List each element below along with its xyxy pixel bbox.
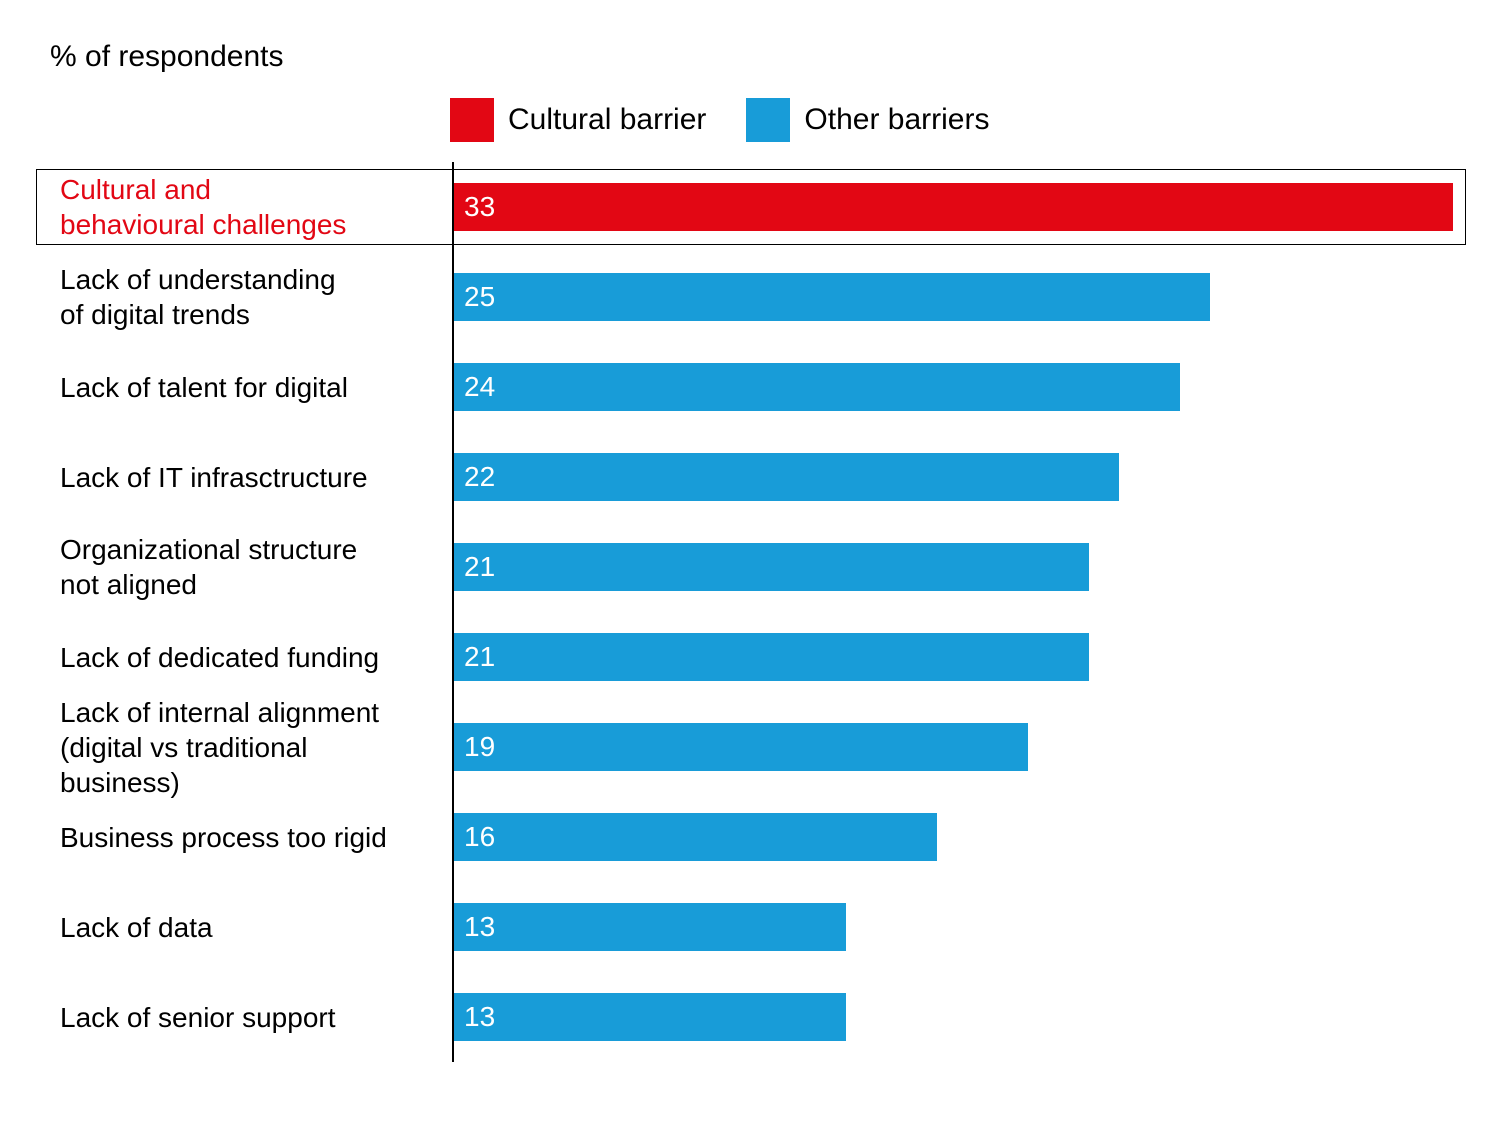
legend-swatch-other xyxy=(746,98,790,142)
bar-area: 13 xyxy=(452,972,1460,1062)
chart-row: Lack of senior support 13 xyxy=(50,972,1460,1062)
chart-row: Lack of understandingof digital trends 25 xyxy=(50,252,1460,342)
bar-value-label: 25 xyxy=(464,281,495,313)
bar-area: 13 xyxy=(452,882,1460,972)
bar: 16 xyxy=(452,813,937,861)
legend-item-cultural: Cultural barrier xyxy=(450,98,706,142)
chart-row: Business process too rigid 16 xyxy=(50,792,1460,882)
row-label: Organizational structurenot aligned xyxy=(50,532,452,602)
bar-area: 19 xyxy=(452,702,1460,792)
row-label: Lack of talent for digital xyxy=(50,370,452,405)
legend: Cultural barrier Other barriers xyxy=(450,98,1460,142)
bar: 13 xyxy=(452,993,846,1041)
bar: 21 xyxy=(452,543,1089,591)
bar-value-label: 33 xyxy=(464,191,495,223)
chart-title: % of respondents xyxy=(50,40,1460,74)
chart-row: Lack of talent for digital 24 xyxy=(50,342,1460,432)
legend-label-other: Other barriers xyxy=(804,103,989,137)
chart-row: Cultural andbehavioural challenges 33 xyxy=(50,162,1460,252)
bar: 21 xyxy=(452,633,1089,681)
bar-value-label: 13 xyxy=(464,1001,495,1033)
bar: 33 xyxy=(452,183,1453,231)
legend-swatch-cultural xyxy=(450,98,494,142)
row-label: Lack of understandingof digital trends xyxy=(50,262,452,332)
row-label: Lack of internal alignment(digital vs tr… xyxy=(50,695,452,800)
legend-item-other: Other barriers xyxy=(746,98,989,142)
y-axis-line xyxy=(452,162,454,1062)
bar: 25 xyxy=(452,273,1210,321)
bar: 19 xyxy=(452,723,1028,771)
bar-area: 21 xyxy=(452,522,1460,612)
row-label: Lack of IT infrasctructure xyxy=(50,460,452,495)
row-label: Cultural andbehavioural challenges xyxy=(50,172,452,242)
bar-area: 21 xyxy=(452,612,1460,702)
chart-row: Lack of dedicated funding 21 xyxy=(50,612,1460,702)
bar-value-label: 13 xyxy=(464,911,495,943)
row-label: Lack of senior support xyxy=(50,1000,452,1035)
bar-value-label: 22 xyxy=(464,461,495,493)
bar: 24 xyxy=(452,363,1180,411)
legend-label-cultural: Cultural barrier xyxy=(508,103,706,137)
bar-area: 16 xyxy=(452,792,1460,882)
chart-row: Organizational structurenot aligned 21 xyxy=(50,522,1460,612)
bar-area: 25 xyxy=(452,252,1460,342)
bar-area: 22 xyxy=(452,432,1460,522)
row-label: Lack of data xyxy=(50,910,452,945)
bar-value-label: 21 xyxy=(464,641,495,673)
bar: 13 xyxy=(452,903,846,951)
chart-row: Lack of data 13 xyxy=(50,882,1460,972)
row-label: Business process too rigid xyxy=(50,820,452,855)
bar-value-label: 24 xyxy=(464,371,495,403)
bar: 22 xyxy=(452,453,1119,501)
bar-chart: % of respondents Cultural barrier Other … xyxy=(0,0,1500,1102)
chart-row: Lack of internal alignment(digital vs tr… xyxy=(50,702,1460,792)
chart-rows: Cultural andbehavioural challenges 33 Lack… xyxy=(50,162,1460,1062)
chart-row: Lack of IT infrasctructure 22 xyxy=(50,432,1460,522)
row-label: Lack of dedicated funding xyxy=(50,640,452,675)
bar-value-label: 19 xyxy=(464,731,495,763)
bar-value-label: 16 xyxy=(464,821,495,853)
bar-area: 33 xyxy=(452,162,1460,252)
bar-area: 24 xyxy=(452,342,1460,432)
bar-value-label: 21 xyxy=(464,551,495,583)
